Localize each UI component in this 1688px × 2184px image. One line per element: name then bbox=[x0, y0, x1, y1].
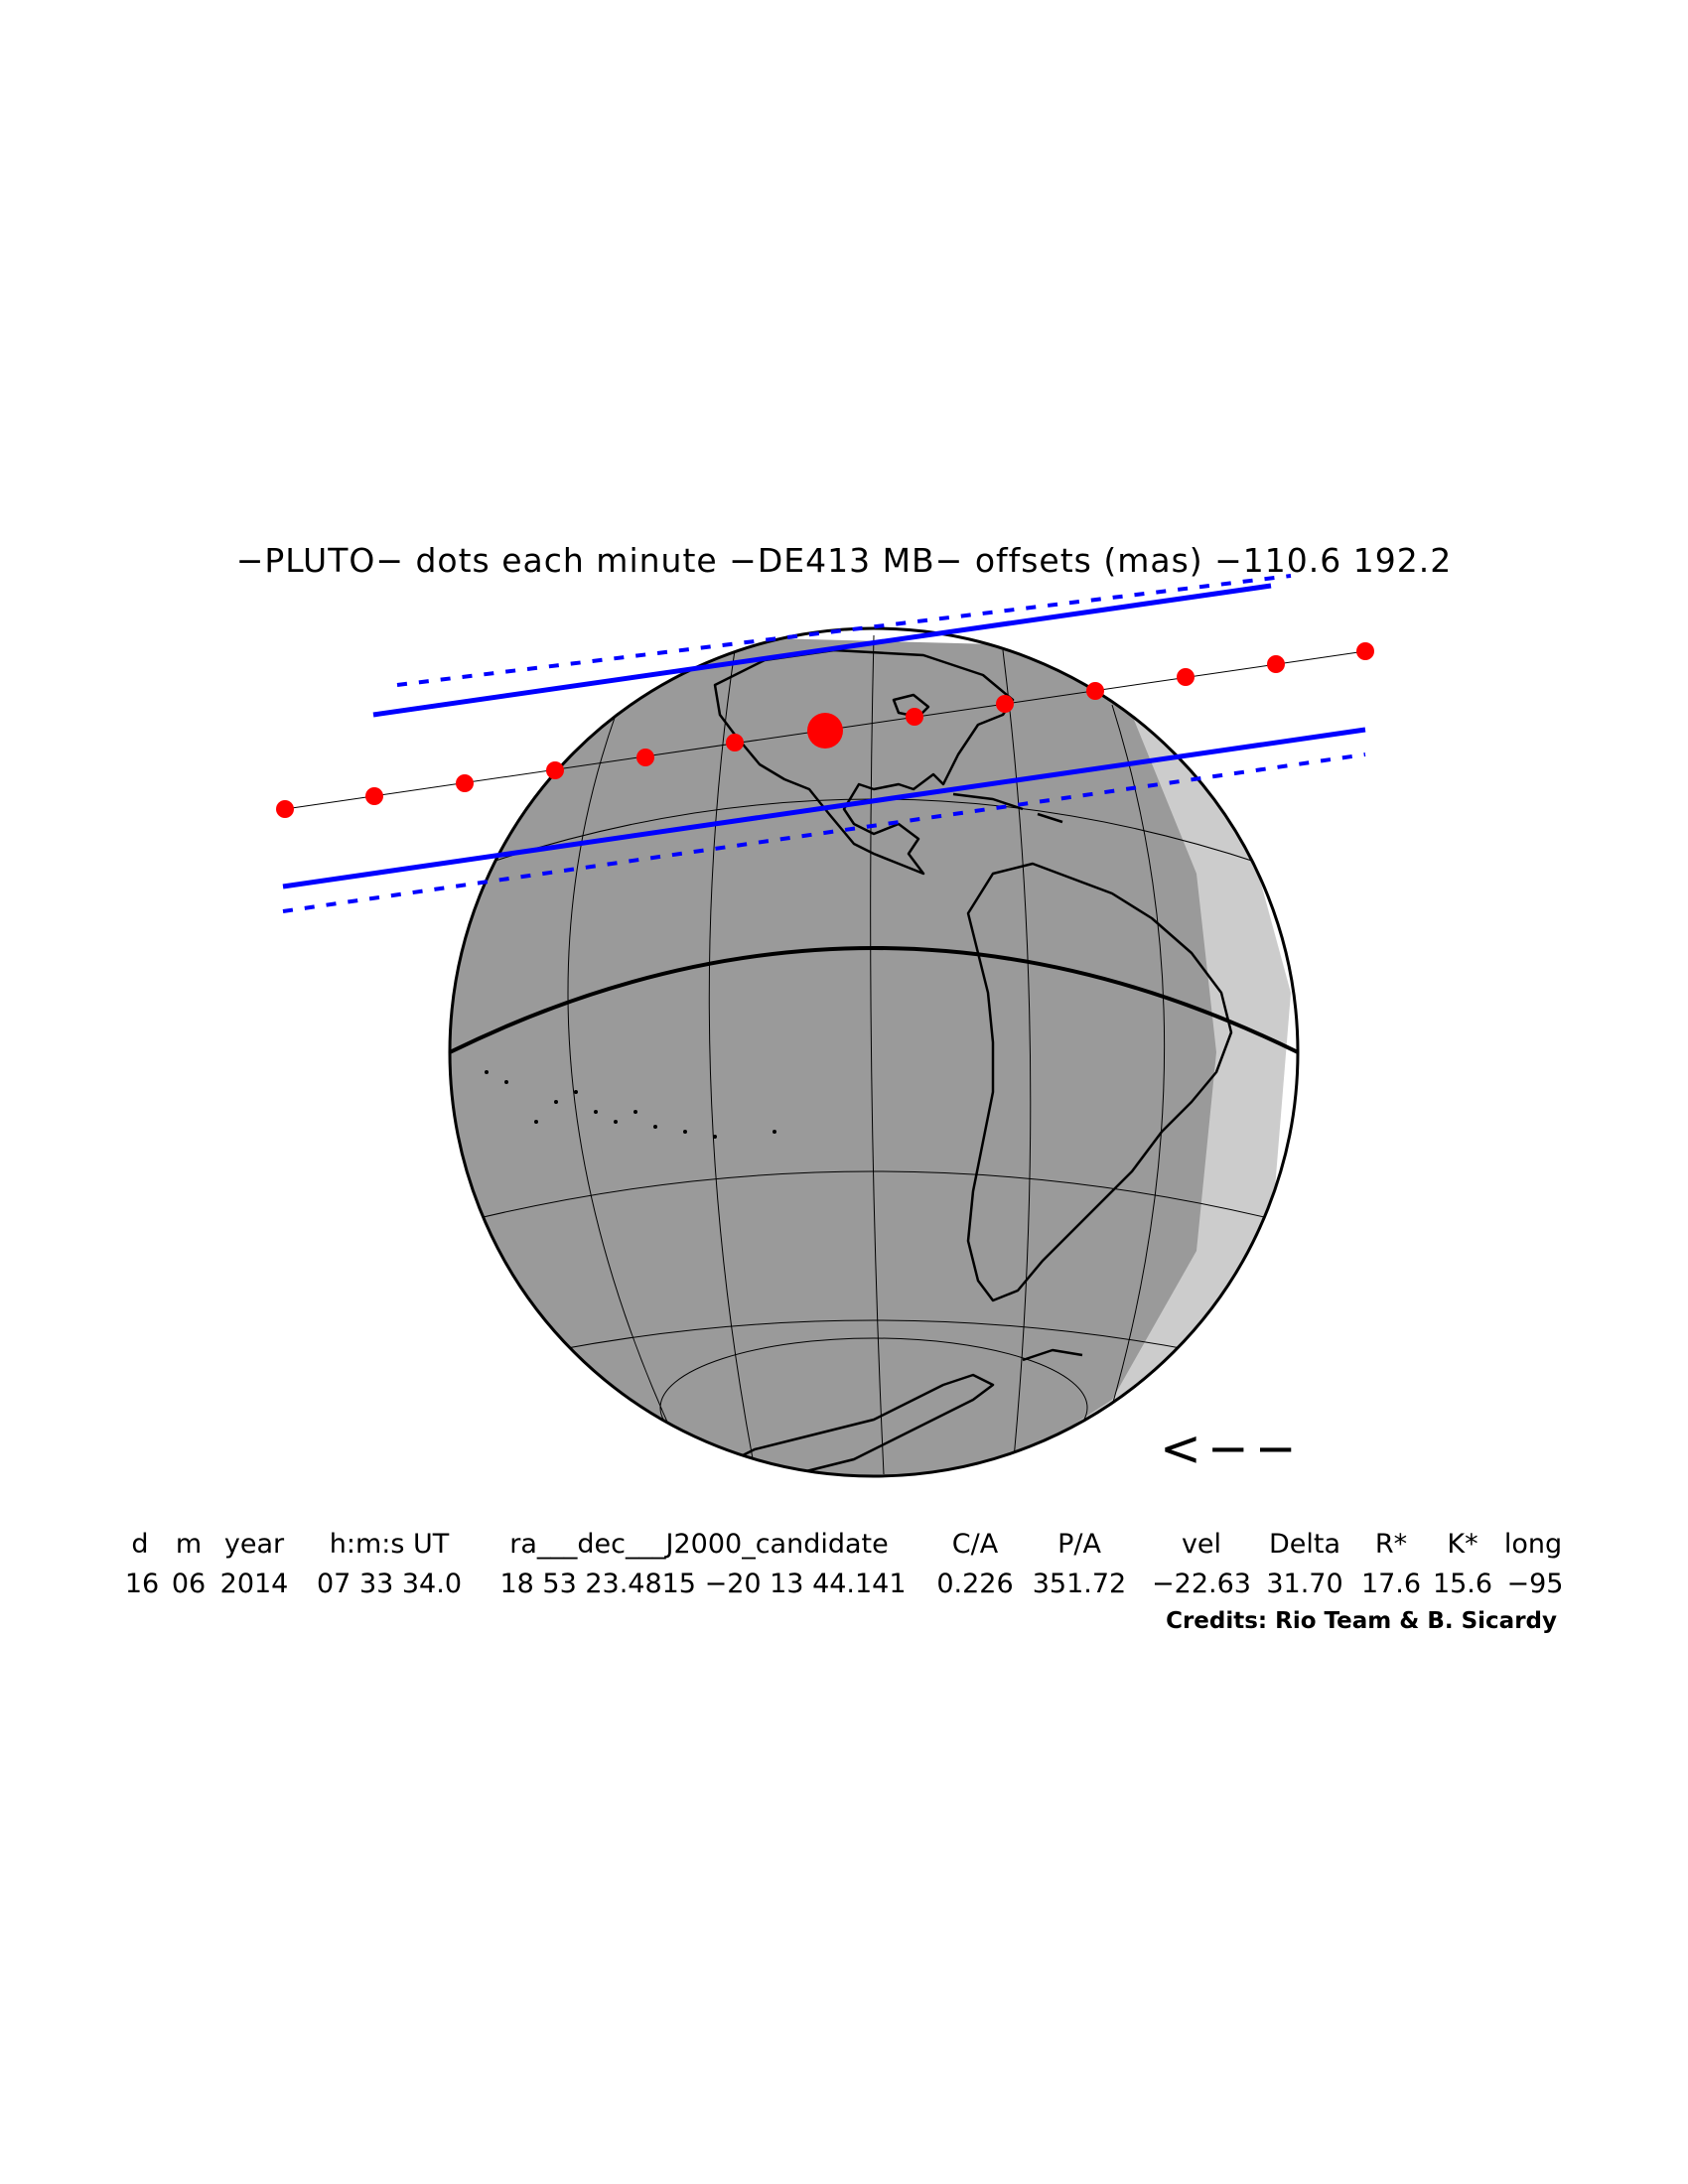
minute-dot bbox=[1267, 655, 1285, 673]
header-time: h:m:s UT bbox=[329, 1529, 450, 1560]
value-d: 16 bbox=[124, 1569, 160, 1599]
header-year: year bbox=[223, 1529, 285, 1560]
shadow-limit-north-outer bbox=[396, 574, 1292, 687]
minute-dot bbox=[1356, 642, 1374, 660]
value-time: 07 33 34.0 bbox=[317, 1569, 462, 1599]
pacific-islands bbox=[485, 1070, 776, 1139]
minute-dot bbox=[996, 695, 1014, 713]
shadow-limit-north bbox=[372, 583, 1272, 718]
closest-approach-dot bbox=[807, 713, 843, 749]
value-pa: 351.72 bbox=[1032, 1569, 1127, 1599]
minute-dot bbox=[546, 761, 564, 779]
minute-dot bbox=[276, 800, 294, 818]
value-delta: 31.70 bbox=[1266, 1569, 1343, 1599]
graticule bbox=[466, 634, 1282, 1476]
motion-direction-arrow: <−− bbox=[1160, 1420, 1303, 1477]
minute-dot bbox=[636, 749, 654, 766]
value-year: 2014 bbox=[219, 1569, 289, 1599]
minute-dot bbox=[726, 734, 744, 751]
header-d: d bbox=[131, 1529, 149, 1560]
map-title: −PLUTO− dots each minute −DE413 MB− offs… bbox=[235, 541, 1453, 580]
equator-line bbox=[450, 946, 1298, 1054]
header-coordinates: ra___dec___J2000_candidate bbox=[509, 1529, 889, 1560]
header-long: long bbox=[1503, 1529, 1563, 1560]
header-delta: Delta bbox=[1268, 1529, 1341, 1560]
shadow-limit-south bbox=[282, 727, 1366, 889]
value-vel: −22.63 bbox=[1152, 1569, 1251, 1599]
header-k-mag: K* bbox=[1447, 1529, 1478, 1560]
antarctica-outline bbox=[713, 1373, 995, 1476]
minute-dot bbox=[906, 708, 923, 726]
value-coordinates: 18 53 23.4815 −20 13 44.141 bbox=[499, 1569, 907, 1599]
minute-dot bbox=[1177, 668, 1195, 686]
value-m: 06 bbox=[171, 1569, 207, 1599]
value-long: −95 bbox=[1506, 1569, 1564, 1599]
value-r-mag: 17.6 bbox=[1360, 1569, 1422, 1599]
header-vel: vel bbox=[1181, 1529, 1222, 1560]
value-k-mag: 15.6 bbox=[1432, 1569, 1493, 1599]
shadow-limit-south-outer bbox=[282, 752, 1366, 913]
header-ca: C/A bbox=[951, 1529, 999, 1560]
header-m: m bbox=[175, 1529, 203, 1560]
minute-dot bbox=[456, 774, 474, 792]
night-zone bbox=[450, 635, 1216, 1476]
minute-dot bbox=[1086, 682, 1104, 700]
value-ca: 0.226 bbox=[936, 1569, 1014, 1599]
centerline-dots bbox=[276, 642, 1374, 818]
credits: Credits: Rio Team & B. Sicardy bbox=[1166, 1608, 1557, 1634]
south-america-outline bbox=[966, 862, 1233, 1302]
globe-outline bbox=[448, 626, 1300, 1478]
minute-dot bbox=[365, 787, 383, 805]
header-r-mag: R* bbox=[1374, 1529, 1408, 1560]
header-pa: P/A bbox=[1057, 1529, 1101, 1560]
shadow-path bbox=[282, 574, 1366, 913]
